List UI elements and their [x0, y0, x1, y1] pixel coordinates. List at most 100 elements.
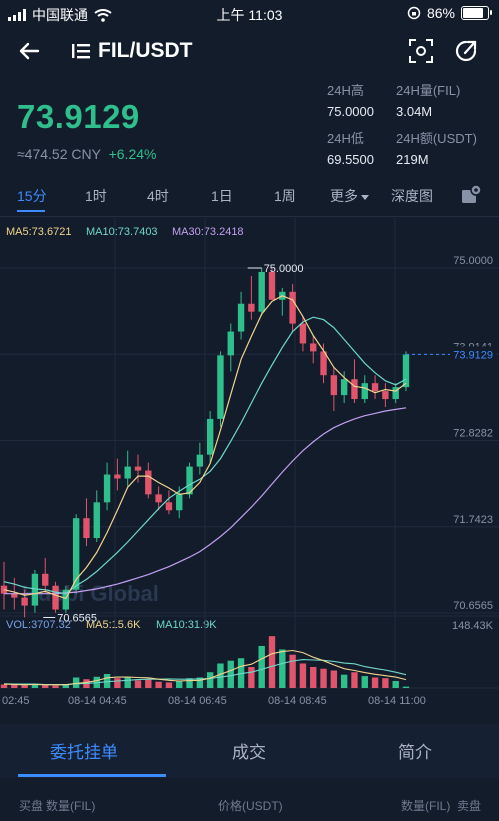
carrier-name: 中国联通 [32, 7, 88, 23]
candle-body [320, 351, 327, 376]
ma10-legend: MA10:73.7403 [86, 226, 158, 238]
candle-body [268, 271, 276, 300]
volume-bar [31, 683, 39, 688]
amount-value: 219M [396, 152, 429, 167]
screenshot-icon[interactable] [408, 38, 434, 64]
volume-bar [0, 684, 8, 688]
candle-body [340, 379, 348, 396]
low-stat: 24H低 69.5500 [327, 128, 374, 167]
current-price-tag-bg [450, 346, 496, 363]
status-bar: 中国联通 上午 11:03 86% [0, 0, 499, 26]
volume-bar [11, 684, 18, 688]
current-price-label: 73.9129 [453, 349, 493, 361]
ticker-panel: 73.9129 ≈474.52 CNY +6.24% 24H高 75.0000 … [0, 76, 499, 172]
candle-body [186, 466, 193, 495]
tab-more[interactable]: 更多 [330, 186, 369, 206]
volume-bar [114, 678, 121, 688]
volume-bar [145, 679, 152, 688]
tab-orders[interactable]: 委托挂单 [50, 743, 118, 762]
candle-body [83, 518, 90, 539]
volume-bar [217, 663, 224, 688]
candle-body [206, 418, 214, 455]
kline-chart[interactable]: MA5:73.6721 MA10:73.7403 MA30:73.2418 VO… [0, 218, 499, 718]
candle-body [402, 354, 410, 388]
volume-bar [155, 681, 162, 688]
volume-value: 3.04M [396, 104, 433, 119]
y-axis-label: 70.6565 [453, 600, 493, 612]
volume-axis-label: 148.43K [452, 620, 494, 632]
tab-1w[interactable]: 1周 [274, 188, 296, 204]
volume-bar [227, 660, 234, 688]
candle-body [42, 573, 49, 586]
volume-ma10-legend: MA10:31.9K [156, 619, 217, 631]
x-axis-label: 02:45 [2, 695, 30, 707]
volume-bar [72, 677, 80, 688]
volume-bar [351, 672, 358, 688]
dropdown-triangle-icon [361, 194, 369, 200]
ma5-line [3, 295, 407, 600]
candle-body [165, 502, 173, 511]
clock: 上午 11:03 [216, 7, 283, 23]
candle-body [248, 303, 255, 312]
candle-body [52, 585, 59, 610]
candle-body [93, 502, 100, 539]
buy-qty-label: 数量(FIL) [46, 799, 96, 813]
tab-1h[interactable]: 1时 [85, 188, 107, 204]
candle-body [237, 303, 245, 332]
candle-body [72, 518, 80, 590]
tab-1d[interactable]: 1日 [211, 188, 233, 204]
max-marker-label: 75.0000 [264, 263, 304, 275]
candle-body [371, 383, 379, 392]
volume-bar [299, 663, 307, 688]
back-arrow-icon[interactable] [14, 36, 44, 66]
tab-depth[interactable]: 深度图 [391, 188, 433, 204]
volume-bar [42, 685, 49, 688]
high-value: 75.0000 [327, 104, 374, 119]
volume-bar [382, 678, 389, 688]
volume-bar [134, 680, 142, 688]
volume-bar [165, 682, 173, 688]
candle-body [0, 585, 8, 594]
buy-label: 买盘 [19, 799, 44, 813]
pair-name: FIL/USDT [98, 39, 193, 62]
x-axis-label: 08-14 04:45 [68, 695, 127, 707]
price-label: 价格(USDT) [218, 799, 283, 813]
candle-body [299, 323, 307, 344]
y-axis-label: 72.8282 [453, 428, 493, 440]
volume-bar [103, 673, 111, 688]
volume-legend: VOL:3707.32 [6, 619, 71, 631]
amount-label: 24H额(USDT) [396, 131, 477, 146]
candle-body [31, 573, 39, 606]
candle-body [176, 494, 183, 511]
cny-price: ≈474.52 CNY [17, 146, 101, 162]
candle-body [114, 474, 121, 479]
tab-more-label: 更多 [330, 188, 358, 204]
share-icon[interactable] [453, 38, 479, 64]
candle-body [196, 454, 204, 467]
min-marker-label: 70.6565 [57, 612, 97, 624]
candle-body [351, 379, 358, 400]
divider [0, 216, 499, 217]
pair-selector[interactable]: FIL/USDT [72, 39, 193, 63]
tab-4h[interactable]: 4时 [147, 188, 169, 204]
amount-stat: 24H额(USDT) 219M [396, 128, 477, 167]
tab-trades[interactable]: 成交 [232, 743, 266, 762]
volume-bar [340, 674, 348, 688]
candle-body [217, 355, 224, 419]
chart-settings-icon[interactable] [460, 184, 482, 206]
candle-body [382, 391, 389, 400]
menu-list-icon [72, 44, 90, 59]
candle-body [330, 375, 338, 396]
volume-bar [21, 685, 28, 688]
tab-intro[interactable]: 简介 [398, 743, 432, 762]
volume-bar [124, 677, 131, 688]
candle-body [11, 593, 18, 598]
volume-bar [320, 668, 327, 688]
candle-body [310, 343, 317, 352]
orientation-lock-icon [407, 6, 421, 20]
ma30-legend: MA30:73.2418 [172, 226, 244, 238]
candle-body [289, 291, 296, 324]
sell-label: 卖盘 [457, 799, 482, 813]
tab-15min[interactable]: 15分 [17, 188, 47, 204]
candle-body [145, 470, 152, 495]
